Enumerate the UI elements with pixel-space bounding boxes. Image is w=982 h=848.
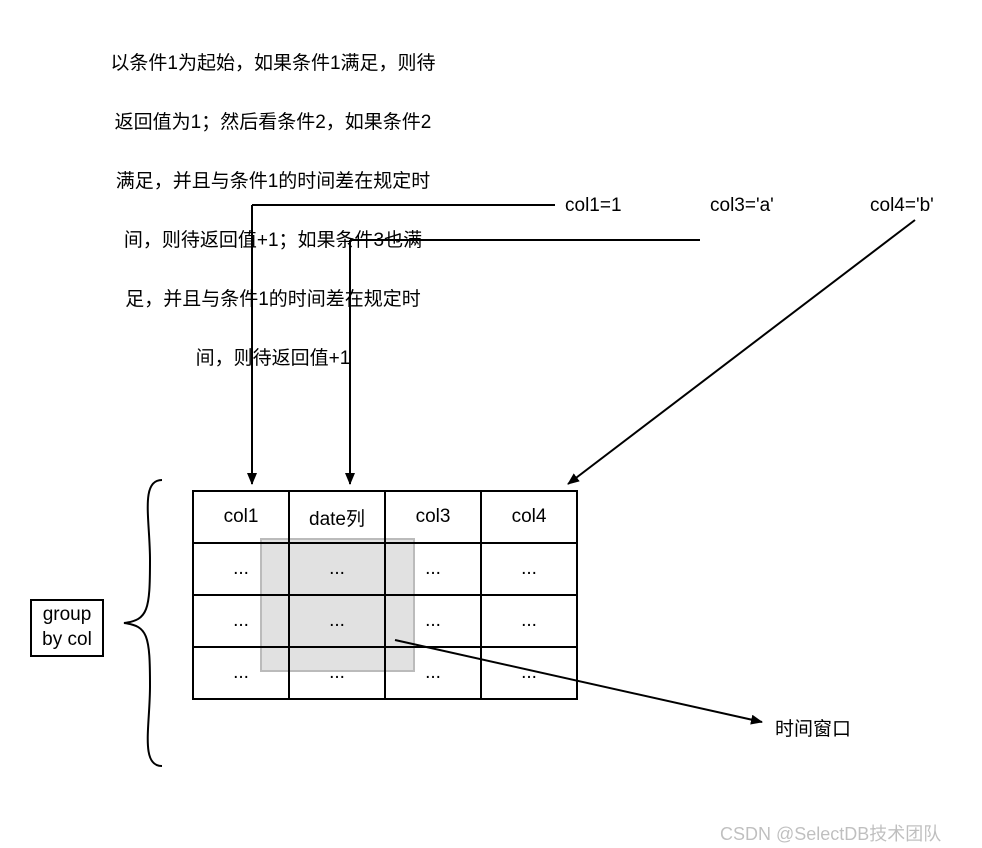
th-date: date列 — [289, 491, 385, 543]
th-col3: col3 — [385, 491, 481, 543]
cell: ... — [289, 595, 385, 647]
cell: ... — [193, 647, 289, 699]
cond-col1-label: col1=1 — [565, 195, 622, 217]
cell: ... — [385, 543, 481, 595]
table-row: ... ... ... ... — [193, 647, 577, 699]
arrow-line — [568, 220, 915, 484]
cell: ... — [289, 543, 385, 595]
cell: ... — [289, 647, 385, 699]
th-col1: col1 — [193, 491, 289, 543]
cell: ... — [193, 595, 289, 647]
description-text: 以条件1为起始，如果条件1满足，则待 返回值为1；然后看条件2，如果条件2 满足… — [88, 20, 458, 373]
desc-l3: 满足，并且与条件1的时间差在规定时 — [116, 171, 431, 192]
cell: ... — [193, 543, 289, 595]
cond-col3-label: col3='a' — [710, 195, 774, 217]
desc-l6: 间，则待返回值+1 — [196, 348, 351, 369]
desc-l2: 返回值为1；然后看条件2，如果条件2 — [115, 112, 432, 133]
cell: ... — [481, 647, 577, 699]
desc-l4: 间，则待返回值+1；如果条件3也满 — [124, 230, 422, 251]
brace-icon — [124, 480, 162, 766]
data-table: col1 date列 col3 col4 ... ... ... ... ...… — [192, 490, 578, 700]
cell: ... — [385, 595, 481, 647]
group-by-box: group by col — [30, 599, 104, 657]
watermark-text: CSDN @SelectDB技术团队 — [720, 820, 941, 846]
table-header-row: col1 date列 col3 col4 — [193, 491, 577, 543]
cell: ... — [481, 543, 577, 595]
cond-col4-label: col4='b' — [870, 195, 934, 217]
table-row: ... ... ... ... — [193, 543, 577, 595]
cell: ... — [481, 595, 577, 647]
group-by-l2: by col — [42, 629, 92, 650]
desc-l1: 以条件1为起始，如果条件1满足，则待 — [110, 53, 435, 74]
table-row: ... ... ... ... — [193, 595, 577, 647]
cell: ... — [385, 647, 481, 699]
th-col4: col4 — [481, 491, 577, 543]
time-window-label: 时间窗口 — [775, 714, 851, 741]
desc-l5: 足，并且与条件1的时间差在规定时 — [125, 289, 421, 310]
group-by-l1: group — [43, 604, 92, 625]
